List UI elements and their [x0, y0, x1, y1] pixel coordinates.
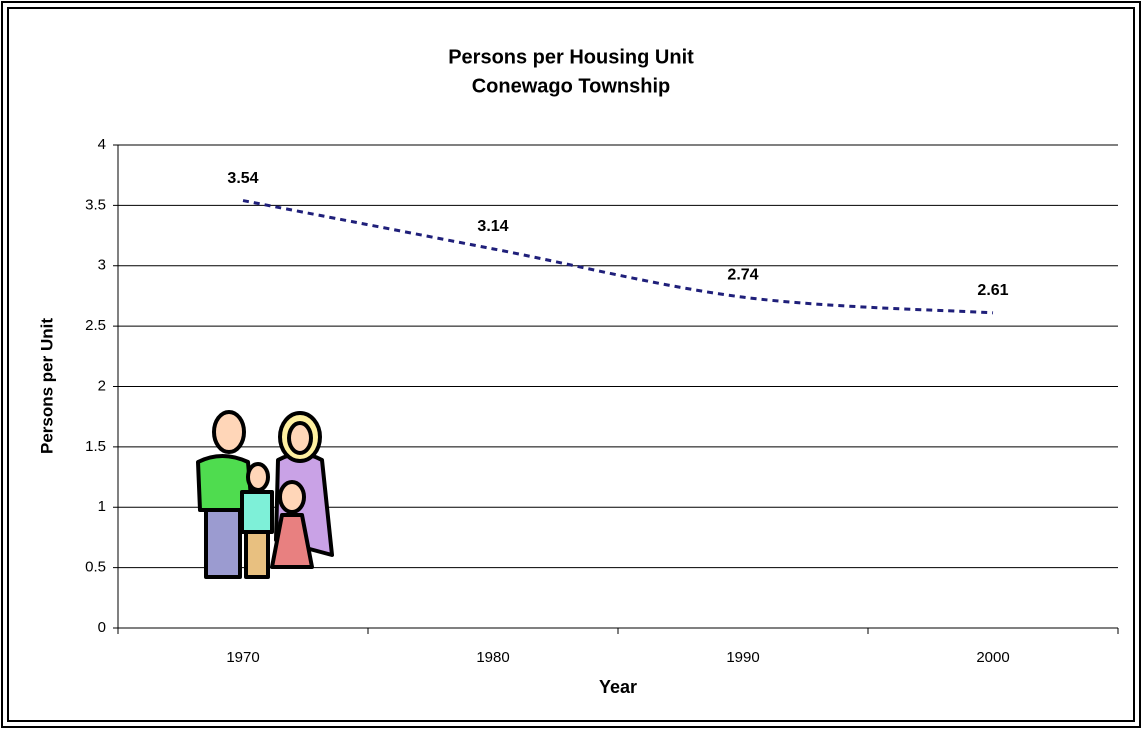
- y-axis-label: Persons per Unit: [37, 318, 56, 454]
- y-tick-label: 3.5: [85, 196, 106, 213]
- data-label: 3.14: [477, 218, 508, 235]
- inner-frame: [8, 8, 1134, 721]
- chart-subtitle: Conewago Township: [472, 75, 671, 97]
- mother-head: [289, 423, 311, 453]
- y-tick-label: 2.5: [85, 317, 106, 334]
- chart: Persons per Housing Unit Conewago Townsh…: [0, 0, 1142, 729]
- data-label: 2.61: [977, 282, 1008, 299]
- x-tick-label: 1980: [476, 649, 509, 666]
- boy-shirt: [242, 492, 272, 532]
- data-line: [243, 201, 993, 313]
- father-legs: [206, 505, 240, 577]
- x-axis-label: Year: [599, 677, 637, 697]
- boy-legs: [246, 532, 268, 577]
- y-tick-label: 1: [98, 498, 106, 515]
- outer-frame: [2, 2, 1140, 727]
- boy-head: [248, 464, 268, 490]
- data-label: 2.74: [727, 266, 758, 283]
- data-label: 3.54: [227, 170, 258, 187]
- y-tick-label: 4: [98, 136, 106, 153]
- father-head: [214, 412, 244, 452]
- x-tick-label: 2000: [976, 649, 1009, 666]
- y-tick-label: 3: [98, 257, 106, 274]
- chart-title: Persons per Housing Unit: [448, 46, 694, 68]
- y-tick-label: 1.5: [85, 438, 106, 455]
- x-tick-label: 1990: [726, 649, 759, 666]
- y-tick-label: 0.5: [85, 559, 106, 576]
- y-tick-label: 0: [98, 619, 106, 636]
- girl-head: [280, 482, 304, 512]
- family-clipart: [198, 412, 332, 577]
- y-tick-label: 2: [98, 377, 106, 394]
- x-tick-label: 1970: [226, 649, 259, 666]
